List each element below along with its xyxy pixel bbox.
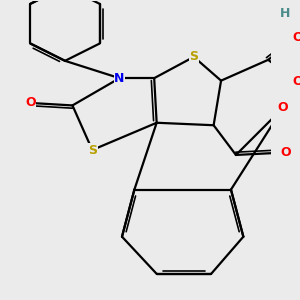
Text: S: S: [88, 143, 97, 157]
Text: O: O: [280, 146, 291, 159]
Text: O: O: [278, 101, 288, 114]
Text: O: O: [25, 96, 36, 110]
Text: H: H: [280, 7, 291, 20]
Text: S: S: [189, 50, 198, 63]
Text: O: O: [292, 31, 300, 44]
Text: O: O: [292, 75, 300, 88]
Text: N: N: [114, 72, 125, 85]
